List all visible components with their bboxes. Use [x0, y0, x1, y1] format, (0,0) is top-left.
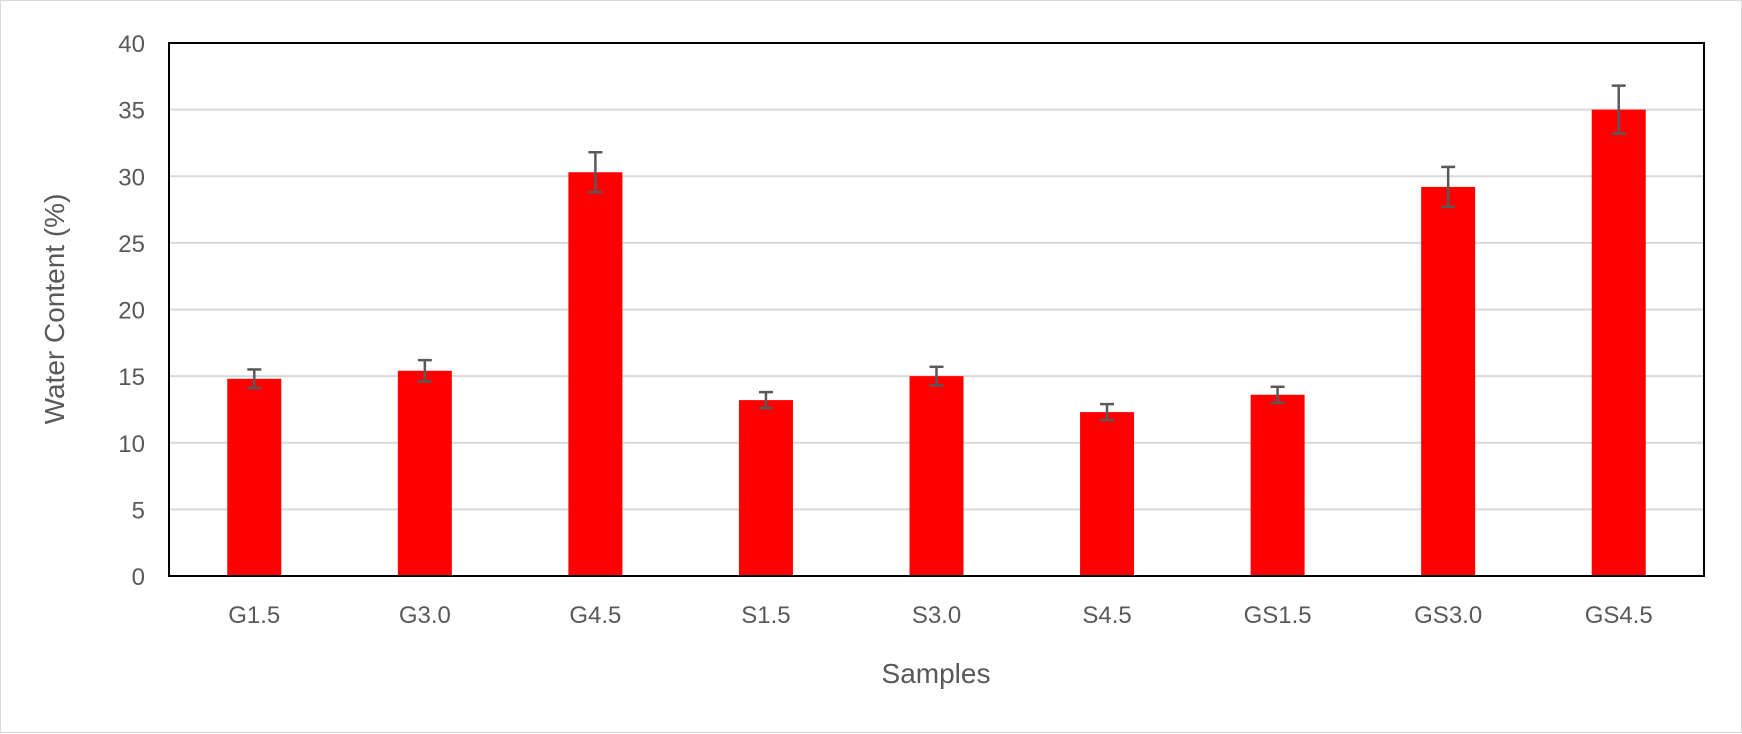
bar-g1-5: [227, 378, 282, 576]
plot-area-border: [168, 42, 1705, 577]
y-tick-label: 35: [118, 98, 145, 125]
bar-s3-0: [909, 376, 964, 576]
bar-g4-5: [568, 172, 623, 576]
x-tick-label: GS4.5: [1585, 602, 1653, 629]
x-tick-label: S3.0: [912, 602, 961, 629]
y-tick-label: 10: [118, 431, 145, 458]
bar-gs1-5: [1250, 394, 1305, 576]
error-bars: [247, 84, 1626, 422]
y-tick-label: 25: [118, 231, 145, 258]
bars: [227, 109, 1646, 576]
x-tick-label: GS1.5: [1244, 602, 1312, 629]
y-axis-title: Water Content (%): [39, 194, 70, 425]
bar-gs4-5: [1591, 109, 1646, 576]
y-tick-label: 30: [118, 164, 145, 191]
y-tick-label: 0: [132, 564, 145, 591]
x-tick-label: S1.5: [741, 602, 790, 629]
x-tick-label: S4.5: [1082, 602, 1131, 629]
y-tick-label: 40: [118, 31, 145, 58]
y-tick-label: 15: [118, 364, 145, 391]
bar-s4-5: [1080, 412, 1135, 576]
bar-gs3-0: [1421, 186, 1476, 576]
x-tick-label: G1.5: [228, 602, 280, 629]
x-tick-labels: G1.5 G3.0 G4.5 S1.5 S3.0 S4.5 GS1.5 GS3.0 GS4.5: [228, 602, 1652, 629]
x-axis-title: Samples: [882, 658, 991, 689]
x-tick-label: G3.0: [399, 602, 451, 629]
bar-s1-5: [738, 400, 793, 576]
y-tick-label: 20: [118, 298, 145, 325]
x-tick-label: GS3.0: [1414, 602, 1482, 629]
y-tick-labels: 0 5 10 15 20 25 30 35 40: [118, 31, 145, 591]
y-tick-label: 5: [132, 497, 145, 524]
x-tick-label: G4.5: [569, 602, 621, 629]
bar-g3-0: [397, 370, 452, 576]
